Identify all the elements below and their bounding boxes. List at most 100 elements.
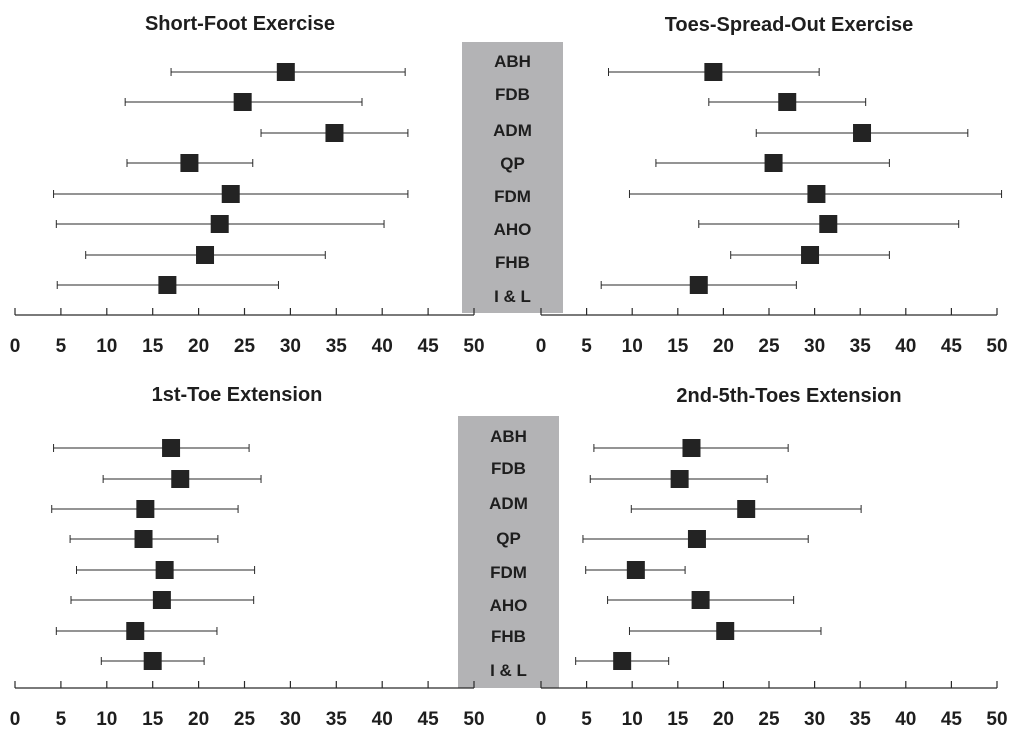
muscle-label: ADM (489, 494, 528, 513)
estimate-row-aho (698, 215, 960, 233)
point-estimate-marker (689, 276, 708, 294)
x-tick-label: 15 (667, 709, 689, 730)
x-tick-label: 10 (622, 336, 643, 357)
x-tick-label: 10 (622, 709, 643, 730)
estimate-row-qp (69, 530, 219, 548)
panel-title: 2nd-5th-Toes Extension (676, 385, 901, 407)
x-tick-label: 0 (10, 709, 21, 730)
point-estimate-marker (158, 276, 177, 294)
point-estimate-marker (210, 215, 229, 233)
x-tick-label: 35 (850, 709, 872, 730)
x-tick-label: 45 (418, 336, 440, 357)
x-tick-label: 45 (941, 709, 963, 730)
muscle-label: FDB (491, 459, 526, 478)
x-tick-label: 5 (56, 336, 67, 357)
estimate-row-fdm (53, 185, 409, 203)
forest-panel-4: 2nd-5th-Toes Extension 0 5 10 15 20 25 30 35 40 45… (536, 385, 1008, 730)
x-tick-label: 45 (941, 336, 963, 357)
point-estimate-marker (682, 439, 701, 457)
estimate-row-aho (55, 215, 385, 233)
muscle-label-band-1: ABH FDB ADM QP FDM AHO FHB I & L (462, 42, 563, 313)
x-tick-label: 20 (713, 336, 734, 357)
x-tick-label: 5 (56, 709, 67, 730)
x-tick-label: 25 (234, 709, 256, 730)
point-estimate-marker (853, 124, 872, 142)
muscle-label: QP (500, 154, 525, 173)
point-estimate-marker (221, 185, 240, 203)
panel-title: Short-Foot Exercise (145, 13, 335, 35)
point-estimate-marker (737, 500, 756, 518)
muscle-label-band-2: ABH FDB ADM QP FDM AHO FHB I & L (458, 416, 559, 688)
point-estimate-marker (162, 439, 181, 457)
point-estimate-marker (626, 561, 645, 579)
x-tick-label: 10 (96, 709, 117, 730)
estimate-row-adm (260, 124, 409, 142)
x-tick-label: 15 (142, 336, 164, 357)
muscle-label: FHB (495, 253, 530, 272)
x-tick-label: 35 (326, 709, 348, 730)
x-tick-label: 20 (188, 709, 209, 730)
x-tick-label: 40 (895, 709, 916, 730)
estimate-row-aho (607, 591, 795, 609)
estimate-row-fdm (585, 561, 686, 579)
x-tick-label: 15 (667, 336, 689, 357)
x-tick-label: 5 (581, 336, 592, 357)
point-estimate-marker (325, 124, 344, 142)
label-band-background (458, 416, 559, 688)
muscle-label: ABH (490, 427, 527, 446)
point-estimate-marker (276, 63, 295, 81)
x-tick-label: 5 (581, 709, 592, 730)
estimate-row-adm (630, 500, 862, 518)
x-tick-label: 15 (142, 709, 164, 730)
point-estimate-marker (819, 215, 838, 233)
estimate-row-fhb (730, 246, 890, 264)
panel-title: Toes-Spread-Out Exercise (665, 14, 914, 36)
estimate-row-il (575, 652, 670, 670)
muscle-label: FDM (494, 187, 531, 206)
point-estimate-marker (155, 561, 174, 579)
estimate-row-adm (51, 500, 239, 518)
x-tick-label: 20 (188, 336, 209, 357)
panel-title: 1st-Toe Extension (152, 384, 323, 406)
estimate-row-abh (607, 63, 820, 81)
x-tick-label: 30 (804, 709, 825, 730)
muscle-label: FDM (490, 563, 527, 582)
point-estimate-marker (807, 185, 826, 203)
point-estimate-marker (152, 591, 171, 609)
estimate-row-qp (655, 154, 890, 172)
muscle-label: AHO (494, 220, 532, 239)
forest-panel-1: Short-Foot Exercise 0 5 10 15 20 25 30 35 40 45 50 (10, 13, 485, 357)
estimate-row-fdb (708, 93, 867, 111)
forest-panel-3: 1st-Toe Extension 0 5 10 15 20 25 30 35 40 45 50 (10, 384, 485, 730)
point-estimate-marker (171, 470, 190, 488)
point-estimate-marker (801, 246, 820, 264)
estimate-row-abh (53, 439, 250, 457)
point-estimate-marker (126, 622, 145, 640)
muscle-label: AHO (490, 596, 528, 615)
x-tick-label: 30 (280, 709, 301, 730)
estimate-row-il (100, 652, 205, 670)
x-tick-label: 25 (758, 709, 780, 730)
point-estimate-marker (687, 530, 706, 548)
x-tick-label: 20 (713, 709, 734, 730)
muscle-label: ABH (494, 52, 531, 71)
x-tick-label: 40 (895, 336, 916, 357)
estimate-row-fdm (76, 561, 256, 579)
point-estimate-marker (778, 93, 797, 111)
estimate-row-qp (126, 154, 254, 172)
x-tick-label: 40 (372, 709, 393, 730)
muscle-label: I & L (490, 661, 527, 680)
x-tick-label: 35 (850, 336, 872, 357)
point-estimate-marker (670, 470, 689, 488)
x-tick-label: 40 (372, 336, 393, 357)
x-tick-label: 30 (280, 336, 301, 357)
estimate-row-qp (582, 530, 809, 548)
muscle-label: I & L (494, 287, 531, 306)
estimate-row-fdb (102, 470, 262, 488)
x-tick-label: 0 (536, 709, 547, 730)
x-tick-label: 50 (463, 336, 484, 357)
estimate-row-abh (170, 63, 406, 81)
point-estimate-marker (180, 154, 199, 172)
x-tick-label: 35 (326, 336, 348, 357)
